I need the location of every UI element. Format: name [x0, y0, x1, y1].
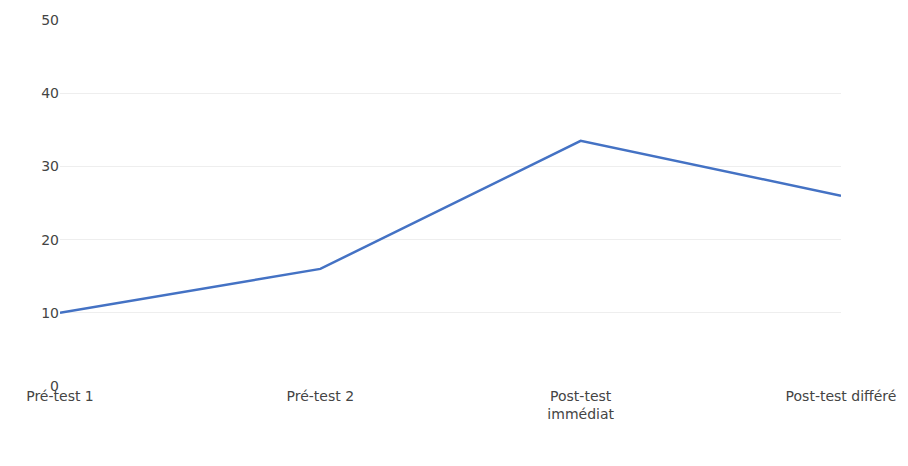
- svg-text:10: 10: [41, 305, 59, 321]
- svg-text:40: 40: [41, 85, 59, 101]
- svg-text:20: 20: [41, 232, 59, 248]
- svg-text:Pré-test 1: Pré-test 1: [26, 388, 94, 404]
- svg-text:50: 50: [41, 12, 59, 28]
- svg-text:Post-testimmédiat: Post-testimmédiat: [547, 388, 614, 422]
- svg-text:Pré-test 2: Pré-test 2: [287, 388, 355, 404]
- svg-text:Post-test différé: Post-test différé: [786, 388, 897, 404]
- svg-text:30: 30: [41, 158, 59, 174]
- svg-text:0: 0: [50, 378, 59, 394]
